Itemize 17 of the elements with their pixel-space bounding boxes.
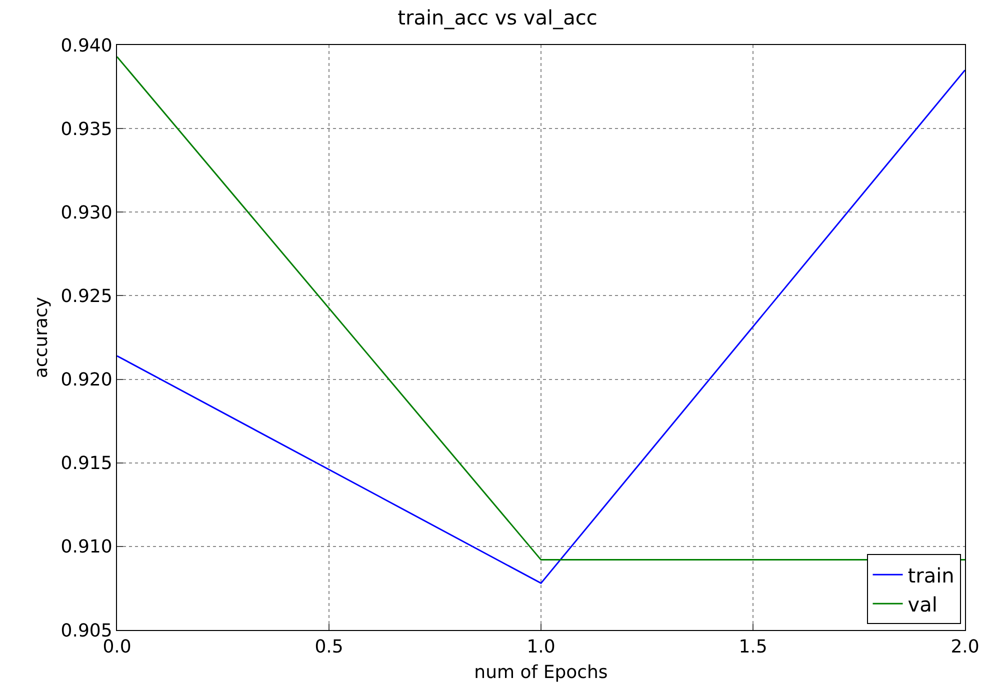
y-tick-label: 0.935	[60, 118, 112, 140]
chart-title: train_acc vs val_acc	[398, 6, 598, 30]
y-tick-label: 0.930	[60, 202, 112, 224]
x-tick-label: 1.5	[738, 636, 768, 658]
y-tick-label: 0.915	[60, 453, 112, 474]
x-tick-label: 0.5	[314, 636, 344, 658]
y-axis-title: accuracy	[30, 296, 52, 378]
x-axis-title: num of Epochs	[474, 662, 608, 683]
y-tick-label: 0.940	[60, 35, 112, 56]
legend-label: train	[908, 563, 954, 588]
x-tick-label: 2.0	[950, 636, 980, 658]
x-tick-label: 1.0	[526, 636, 556, 658]
y-tick-label: 0.910	[60, 536, 112, 558]
x-tick-label: 0.0	[102, 636, 132, 658]
y-tick-label: 0.920	[60, 370, 112, 391]
y-tick-label: 0.925	[60, 286, 112, 308]
legend-label: val	[908, 592, 938, 616]
